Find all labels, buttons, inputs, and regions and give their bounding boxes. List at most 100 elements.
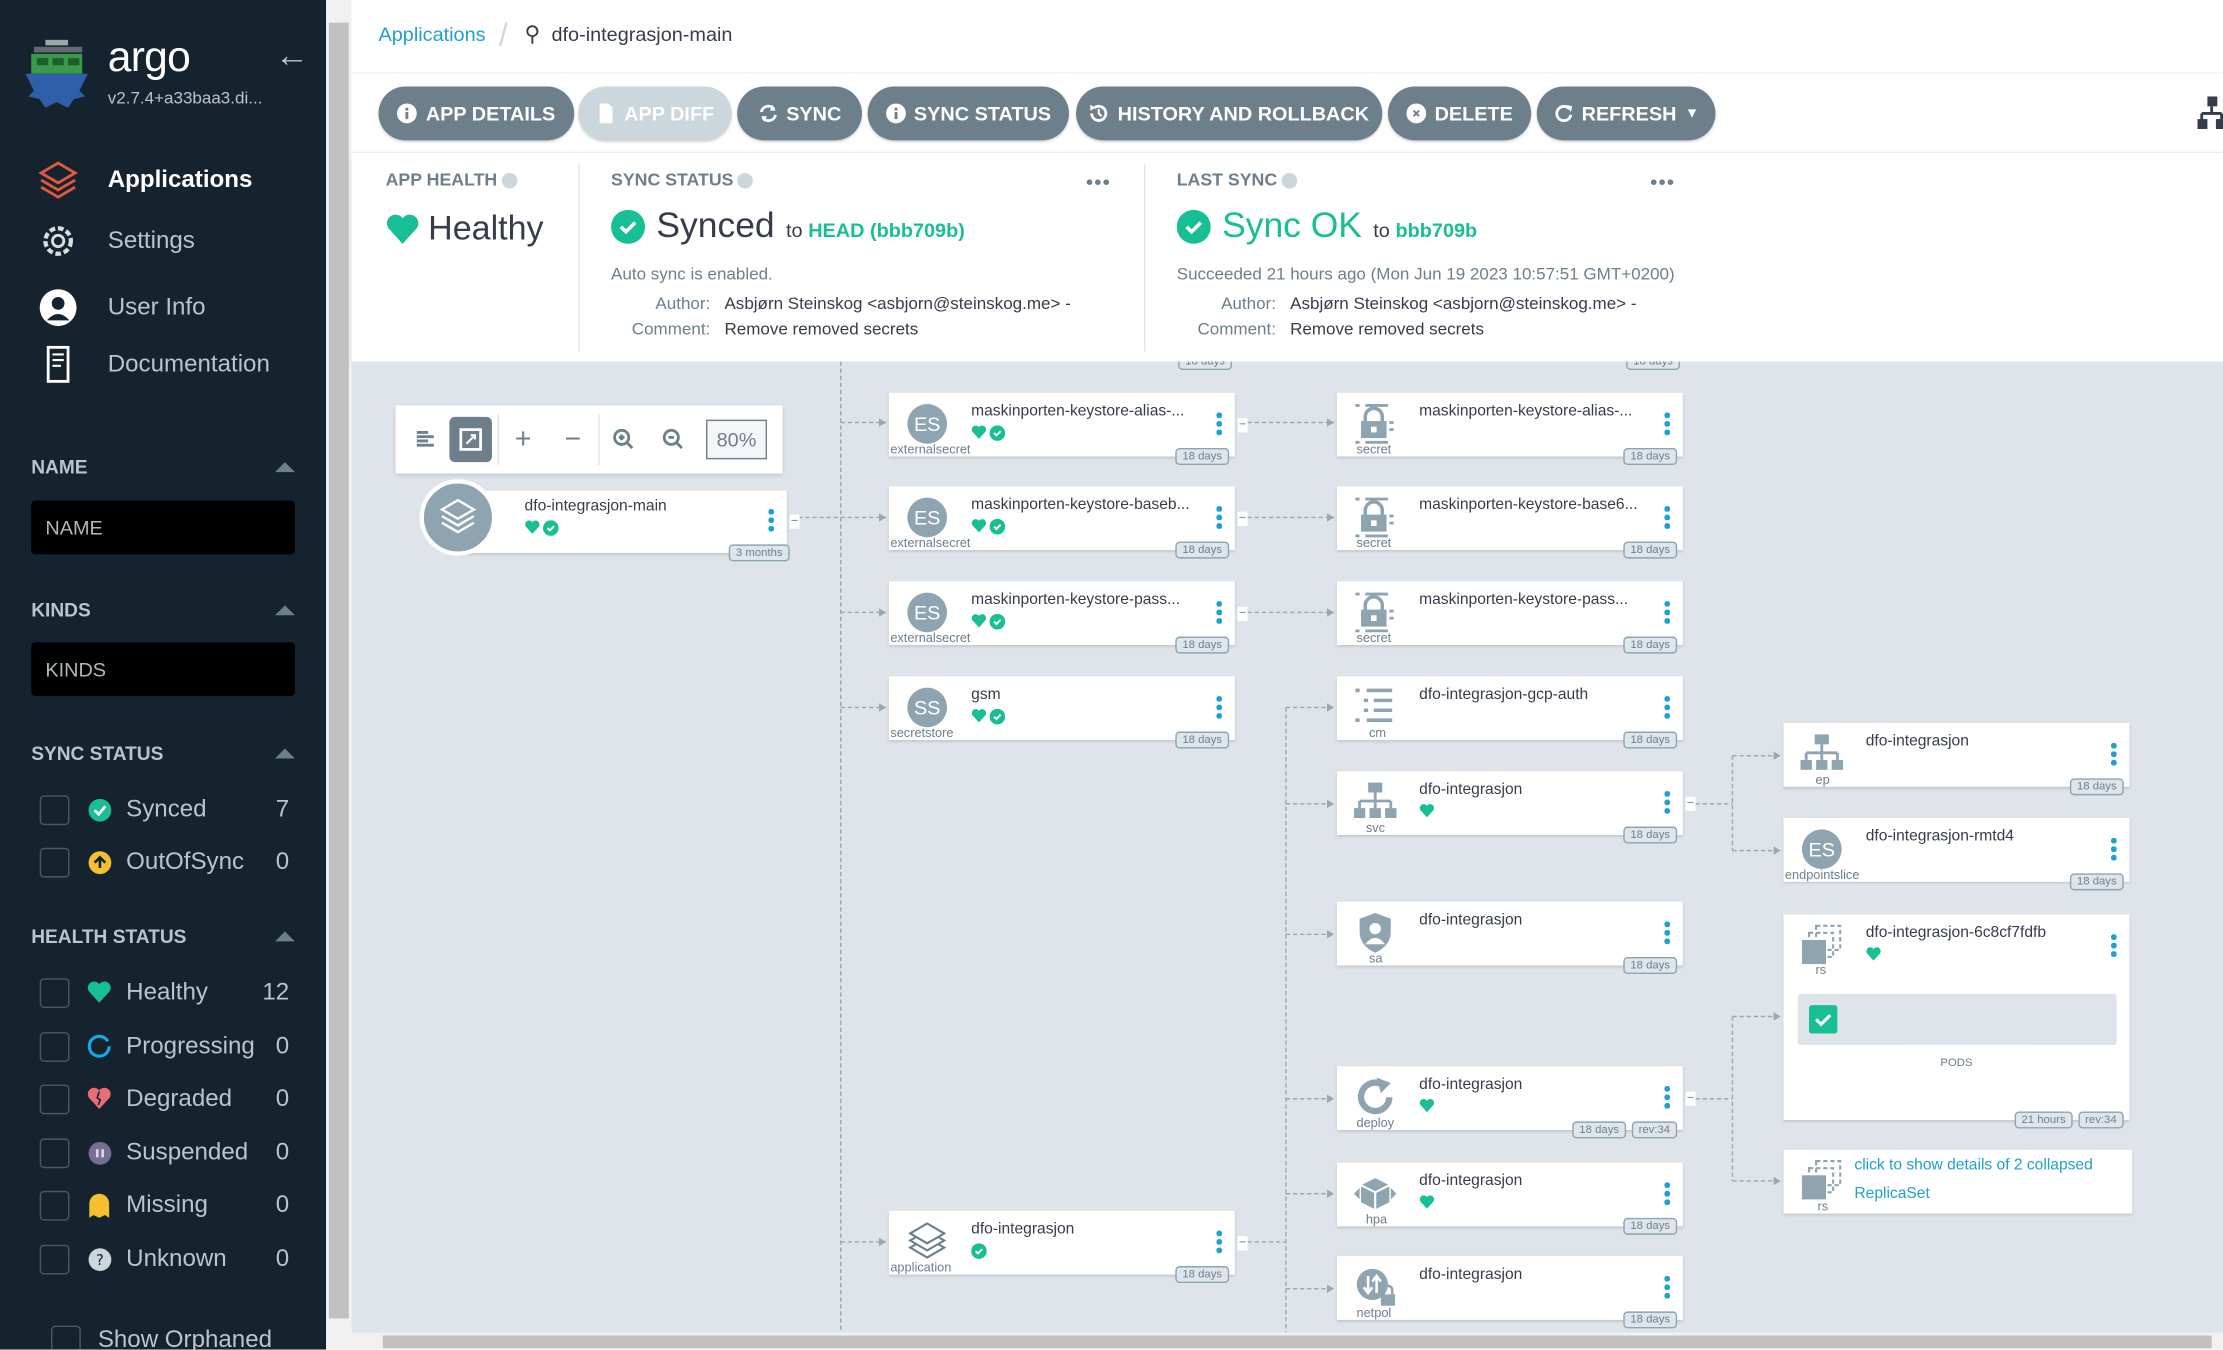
node-name[interactable]: dfo-integrasjon [1419,781,1523,799]
collapse-all-icon[interactable]: − [564,423,582,455]
node-menu-kebab-icon[interactable] [2111,934,2117,957]
node-name[interactable]: dfo-integrasjon-main [524,497,667,515]
node-menu-kebab-icon[interactable] [2111,742,2117,766]
resource-node-secret[interactable]: secret maskinporten-keystore-pass... 18 da… [1336,581,1683,654]
breadcrumb-applications-link[interactable]: Applications [378,22,486,46]
nav-documentation[interactable]: Documentation [37,343,270,386]
scrollbar-thumb[interactable] [328,22,349,1319]
checkbox[interactable] [39,1083,70,1114]
resource-node-secret[interactable]: secret maskinporten-keystore-base6... 18 d… [1336,486,1683,559]
app-diff-button[interactable]: APP DIFF [578,86,732,141]
collapsed-replicaset-node[interactable]: rs click to show details of 2 collapsed Re… [1783,1149,2133,1214]
last-sync-more-icon[interactable]: ••• [1650,170,1676,193]
app-details-button[interactable]: APP DETAILS [378,86,575,141]
node-menu-kebab-icon[interactable] [1664,696,1670,719]
node-menu-kebab-icon[interactable] [1664,412,1670,436]
node-name[interactable]: dfo-integrasjon [1419,911,1523,929]
node-menu-kebab-icon[interactable] [1216,696,1222,719]
filter-outofsync[interactable]: OutOfSync 0 [39,846,289,877]
resource-node-endpointslice[interactable]: ES endpointslice dfo-integrasjon-rmtd4 18 d… [1783,818,2130,891]
node-menu-kebab-icon[interactable] [1664,601,1670,624]
node-name[interactable]: maskinporten-keystore-baseb... [971,496,1190,514]
collapse-children-button[interactable]: − [789,513,800,529]
horizontal-scrollbar[interactable] [351,1332,2223,1350]
checkbox[interactable] [39,1244,70,1274]
collapse-children-button[interactable]: − [1685,794,1696,811]
zoom-level[interactable]: 80% [706,419,767,460]
checkbox[interactable] [39,847,70,877]
resource-node-cm[interactable]: cm dfo-integrasjon-gcp-auth 18 days [1336,676,1683,749]
kinds-filter-header[interactable]: KINDS [31,600,295,621]
filter-suspended[interactable]: Suspended 0 [39,1137,289,1168]
node-menu-kebab-icon[interactable] [1216,1230,1222,1254]
root-application-node[interactable]: dfo-integrasjon-main 3 months − [453,490,800,562]
checkbox[interactable] [39,1190,70,1220]
delete-button[interactable]: DELETE [1387,86,1532,141]
sidebar-scrollbar[interactable] [326,0,352,1350]
node-name[interactable]: dfo-integrasjon [1419,1172,1523,1190]
collapsed-link-line2[interactable]: ReplicaSet [1854,1185,1930,1203]
collapse-children-button[interactable]: − [1237,1234,1248,1250]
node-name[interactable]: dfo-integrasjon-6c8cf7fdfb [1865,924,2047,942]
node-menu-kebab-icon[interactable] [2111,837,2117,861]
caret-up-icon[interactable] [275,605,295,616]
show-orphaned-toggle[interactable]: Show Orphaned [51,1324,301,1350]
nav-settings[interactable]: Settings [37,220,195,263]
checkbox[interactable] [39,1031,70,1062]
node-menu-kebab-icon[interactable] [1664,1182,1670,1205]
node-menu-kebab-icon[interactable] [1664,1275,1670,1299]
health-status-filter-header[interactable]: HEALTH STATUS [31,926,295,947]
resource-node-sa[interactable]: sa dfo-integrasjon 18 days [1336,901,1683,974]
checkbox[interactable] [39,977,70,1008]
resource-node-ep[interactable]: ep dfo-integrasjon 18 days [1783,723,2130,796]
resource-node-rs[interactable]: rs dfo-integrasjon-6c8cf7fdfb PODS rev:34 21… [1783,914,2130,1129]
resource-node-secret[interactable]: secret maskinporten-keystore-alias-... 18 … [1336,392,1683,466]
collapse-children-button[interactable]: − [1685,1089,1696,1106]
node-name[interactable]: maskinporten-keystore-base6... [1419,496,1638,514]
help-icon[interactable] [501,172,518,188]
name-filter-header[interactable]: NAME [31,457,295,478]
node-menu-kebab-icon[interactable] [1664,921,1670,945]
collapse-children-button[interactable]: − [1237,604,1248,621]
zoom-in-icon[interactable] [603,417,646,462]
revision-link[interactable]: HEAD (bbb709b) [808,218,965,242]
collapse-children-button[interactable]: − [1237,416,1248,432]
node-name[interactable]: dfo-integrasjon-gcp-auth [1419,686,1589,704]
caret-up-icon[interactable] [275,748,295,759]
node-name[interactable]: dfo-integrasjon-rmtd4 [1865,827,2014,845]
node-name[interactable]: gsm [971,686,1001,704]
resource-node-netpol[interactable]: netpol dfo-integrasjon 18 days [1336,1256,1683,1329]
node-name[interactable]: maskinporten-keystore-alias-... [1419,402,1633,420]
scrollbar-thumb[interactable] [382,1335,2212,1349]
node-menu-kebab-icon[interactable] [1664,1085,1670,1109]
node-name[interactable]: dfo-integrasjon [1419,1076,1523,1094]
checkbox[interactable] [39,794,70,825]
checkbox[interactable] [39,1137,70,1168]
resource-node-deploy[interactable]: deploy dfo-integrasjon rev:34 18 days − [1336,1066,1696,1139]
collapse-sidebar-arrow-icon[interactable]: ← [275,36,310,76]
resource-node-application[interactable]: application dfo-integrasjon 18 days − [888,1210,1248,1284]
resource-tree-graph[interactable]: ES externalsecret maskinporten-keystore-al… [351,361,2223,1333]
node-name[interactable]: dfo-integrasjon [1419,1266,1523,1284]
help-icon[interactable] [1281,172,1298,188]
node-name[interactable]: maskinporten-keystore-pass... [1419,591,1629,609]
tree-view-icon[interactable] [2197,96,2223,130]
node-menu-kebab-icon[interactable] [1216,412,1222,436]
name-filter-input[interactable] [31,500,295,555]
node-name[interactable]: dfo-integrasjon [1865,732,1969,750]
sync-status-more-icon[interactable]: ••• [1085,170,1112,193]
caret-down-icon[interactable]: ▼ [1684,105,1700,122]
fit-to-screen-icon[interactable] [449,416,492,463]
node-menu-kebab-icon[interactable] [1664,506,1670,529]
zoom-out-icon[interactable] [652,417,695,462]
node-name[interactable]: dfo-integrasjon [971,1220,1075,1238]
kinds-filter-input[interactable] [31,642,295,697]
refresh-button[interactable]: REFRESH ▼ [1536,86,1716,141]
node-menu-kebab-icon[interactable] [1664,791,1670,814]
filter-unknown[interactable]: ? Unknown 0 [39,1243,289,1274]
history-and-rollback-button[interactable]: HISTORY AND ROLLBACK [1076,86,1383,141]
collapsed-link-line1[interactable]: click to show details of 2 collapsed [1854,1156,2093,1174]
pod-healthy-check-icon[interactable] [1809,1005,1838,1034]
node-menu-kebab-icon[interactable] [768,508,774,532]
caret-up-icon[interactable] [275,931,295,942]
